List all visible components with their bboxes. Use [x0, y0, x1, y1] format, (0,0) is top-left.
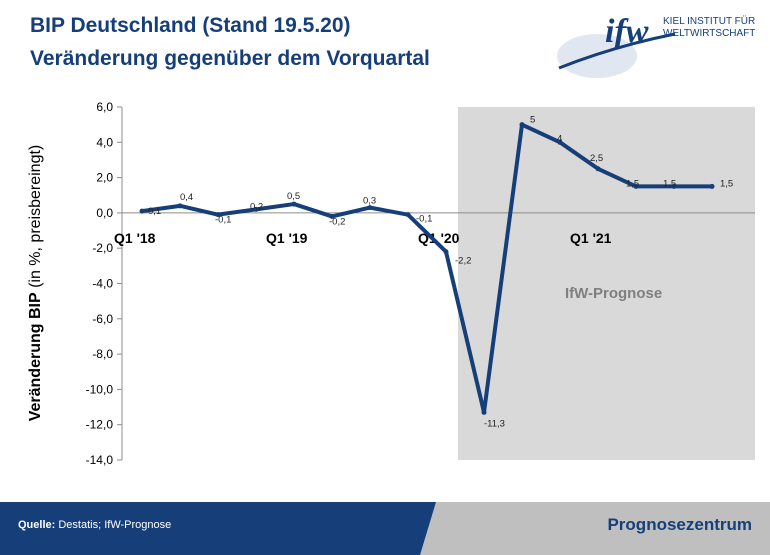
data-point	[177, 203, 183, 209]
y-tick-label: -6,0	[92, 312, 113, 326]
data-point	[481, 409, 487, 415]
data-point	[367, 205, 373, 211]
y-tick-label: 2,0	[96, 171, 113, 185]
data-point	[215, 212, 221, 218]
data-point	[519, 122, 525, 128]
forecast-label: IfW-Prognose	[565, 285, 662, 302]
logo-mark: ifw	[605, 13, 649, 50]
y-tick-label: -4,0	[92, 277, 113, 291]
footer-bar	[0, 502, 770, 555]
forecast-area	[458, 107, 755, 460]
data-label: 0,5	[287, 191, 300, 202]
data-label: 0,1	[148, 206, 161, 217]
data-point	[595, 166, 601, 172]
y-tick-label: 6,0	[96, 100, 113, 114]
data-label: -0,1	[215, 215, 231, 226]
logo-globe-shape	[557, 34, 637, 78]
logo-swoosh-shape	[558, 32, 676, 70]
data-point	[329, 213, 335, 219]
data-point	[253, 206, 259, 212]
y-tick-label: 0,0	[96, 206, 113, 220]
source-text: Destatis; IfW-Prognose	[55, 519, 172, 531]
data-label: -2,2	[455, 256, 471, 267]
x-tick-label: Q1 '19	[266, 230, 308, 246]
y-tick-label: -12,0	[86, 418, 114, 432]
data-point	[139, 208, 145, 214]
prognosezentrum-label: Prognosezentrum	[607, 515, 752, 534]
data-point	[709, 183, 715, 189]
logo-line2: WELTWIRTSCHAFT	[663, 28, 755, 39]
footer-blue-band	[0, 502, 436, 555]
data-label: -0,2	[329, 216, 345, 227]
logo-line1: KIEL INSTITUT FÜR	[663, 15, 755, 27]
chart-subtitle: Veränderung gegenüber dem Vorquartal	[30, 47, 430, 71]
line-chart: 6,0 4,0 2,0 0,0 -2,0 -4,0 -6,0 -8,0 -10,0 -12,0 -1…	[86, 100, 755, 467]
data-label: 1,5	[663, 178, 676, 189]
data-label: -11,3	[484, 418, 505, 429]
subtitle-bold: Vorquartal	[326, 47, 430, 70]
data-point	[633, 183, 639, 189]
y-tick-label: 4,0	[96, 135, 113, 149]
subtitle-prefix: Veränderung gegenüber dem	[30, 47, 327, 70]
data-label: 0,2	[250, 201, 263, 212]
data-point	[557, 139, 563, 145]
data-label: -0,1	[416, 214, 432, 225]
data-label: 1,5	[626, 178, 639, 189]
data-label: 0,3	[363, 196, 376, 207]
source-note: Quelle: Destatis; IfW-Prognose	[18, 519, 171, 531]
data-label: 5	[530, 115, 535, 126]
data-point	[291, 201, 297, 207]
data-point	[443, 249, 449, 255]
x-tick-label: Q1 '18	[114, 230, 156, 246]
data-label: 1,5	[720, 178, 733, 189]
data-label: 2,5	[590, 153, 603, 164]
data-label: 4	[557, 133, 562, 144]
data-label: 0,4	[180, 192, 193, 203]
y-tick-label: -2,0	[92, 241, 113, 255]
source-label: Quelle:	[18, 519, 56, 531]
y-tick-label: -14,0	[86, 453, 114, 467]
data-point	[405, 212, 411, 218]
x-tick-label: Q1 '21	[570, 230, 612, 246]
data-point	[671, 183, 677, 189]
y-tick-label: -8,0	[92, 347, 113, 361]
y-tick-label: -10,0	[86, 382, 114, 396]
series-line	[140, 122, 714, 415]
kiel-institute-logo: ifw KIEL INSTITUT FÜR WELTWIRTSCHAFT	[557, 13, 755, 78]
chart-title: BIP Deutschland (Stand 19.5.20)	[30, 14, 351, 37]
